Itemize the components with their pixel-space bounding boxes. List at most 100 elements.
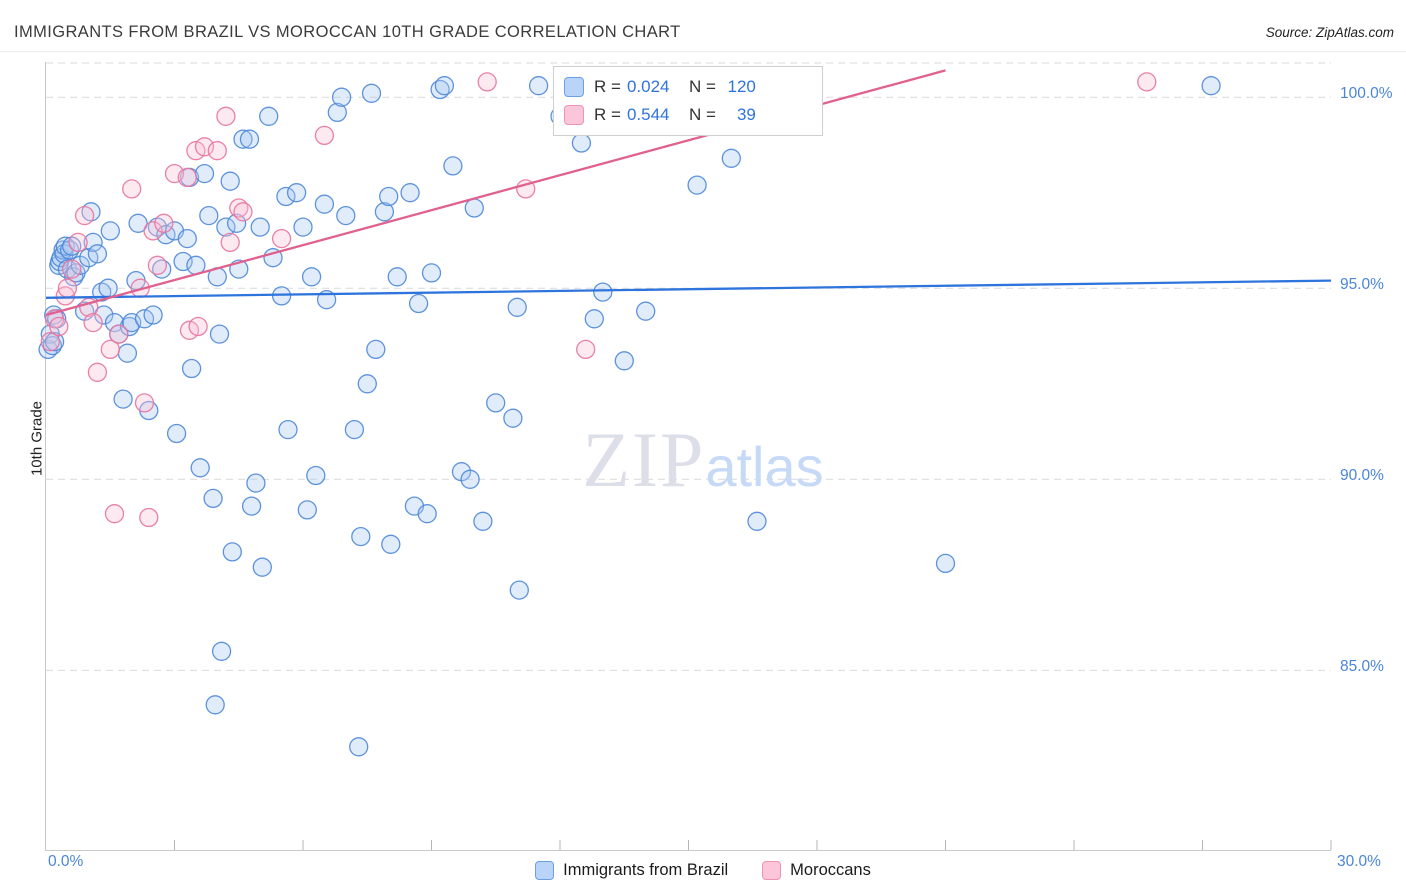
scatter-point-brazil	[222, 542, 242, 562]
n-label: N =	[688, 105, 716, 124]
scatter-point-brazil	[400, 183, 420, 203]
x-axis-max-label: 30.0%	[1337, 853, 1381, 870]
brazil-series-swatch	[564, 77, 584, 97]
scatter-point-brazil	[199, 205, 219, 226]
y-tick-label: 85.0%	[1340, 658, 1384, 676]
scatter-point-brazil	[250, 217, 270, 237]
scatter-point-moroccans	[207, 141, 227, 161]
scatter-point-brazil	[194, 163, 215, 184]
scatter-point-brazil	[177, 228, 197, 249]
scatter-point-brazil	[331, 87, 352, 107]
scatter-point-moroccans	[220, 232, 240, 253]
source-attribution: Source: ZipAtlas.com	[1265, 25, 1394, 40]
bottom-legend-item-moroccans[interactable]: Moroccans	[762, 860, 871, 880]
scatter-point-brazil	[226, 213, 247, 233]
scatter-point-brazil	[503, 408, 523, 428]
y-tick-label: 90.0%	[1340, 467, 1384, 485]
n-value-brazil: 120	[727, 77, 756, 96]
scatter-point-brazil	[349, 737, 369, 757]
y-axis-label: 10th Grade	[28, 400, 46, 477]
scatter-point-brazil	[166, 423, 187, 444]
scatter-point-moroccans	[139, 507, 159, 528]
scatter-point-brazil	[387, 267, 407, 287]
scatter-point-brazil	[252, 557, 272, 577]
scatter-point-brazil	[486, 393, 506, 413]
scatter-point-brazil	[381, 534, 401, 554]
scatter-point-brazil	[747, 511, 767, 531]
r-label: R =	[594, 77, 621, 96]
scatter-point-brazil	[117, 343, 138, 363]
plot-area	[38, 62, 1332, 851]
scatter-point-moroccans	[1137, 72, 1157, 92]
y-tick-label: 95.0%	[1340, 276, 1384, 294]
scatter-point-brazil	[614, 351, 634, 371]
scatter-point-moroccans	[122, 179, 142, 199]
scatter-point-brazil	[721, 148, 741, 168]
scatter-point-moroccans	[154, 213, 174, 233]
scatter-point-brazil	[293, 217, 313, 237]
scatter-point-moroccans	[109, 324, 129, 344]
scatter-point-brazil	[379, 186, 399, 207]
scatter-plot	[38, 62, 1332, 850]
scatter-point-moroccans	[477, 72, 497, 92]
scatter-point-brazil	[297, 500, 317, 520]
scatter-point-moroccans	[87, 362, 108, 382]
n-value-moroccans: 39	[736, 105, 756, 124]
scatter-point-brazil	[314, 194, 335, 214]
scatter-point-brazil	[203, 488, 223, 509]
scatter-point-brazil	[113, 389, 133, 409]
scatter-point-brazil	[104, 312, 125, 333]
scatter-point-brazil	[935, 553, 956, 574]
moroccans-legend-swatch	[762, 860, 782, 880]
scatter-point-brazil	[211, 641, 232, 661]
legend-row-moroccans: R = 0.544 N = 39	[564, 101, 812, 129]
scatter-point-moroccans	[177, 167, 197, 188]
scatter-point-moroccans	[271, 228, 292, 249]
scatter-point-brazil	[190, 458, 210, 478]
scatter-point-brazil	[276, 186, 296, 207]
scatter-point-moroccans	[134, 393, 155, 413]
scatter-point-brazil	[336, 205, 356, 226]
scatter-point-brazil	[173, 251, 193, 272]
scatter-point-moroccans	[164, 163, 185, 184]
scatter-point-brazil	[306, 465, 326, 486]
scatter-point-brazil	[374, 202, 395, 222]
scatter-point-brazil	[344, 419, 365, 440]
brazil-legend-swatch	[535, 860, 555, 880]
bottom-legend-item-brazil[interactable]: Immigrants from Brazil	[535, 860, 729, 880]
scatter-point-moroccans	[57, 278, 78, 298]
scatter-point-moroccans	[83, 312, 103, 333]
x-axis-min-label: 0.0%	[48, 853, 84, 870]
scatter-point-moroccans	[100, 339, 120, 360]
scatter-point-brazil	[366, 339, 386, 360]
scatter-point-brazil	[571, 133, 592, 153]
moroccans-legend-label: Moroccans	[790, 860, 871, 879]
scatter-point-brazil	[220, 171, 240, 191]
scatter-point-brazil	[584, 309, 604, 329]
scatter-point-brazil	[528, 76, 549, 96]
r-value-moroccans: 0.544	[626, 105, 670, 124]
scatter-point-moroccans	[49, 316, 69, 337]
scatter-point-brazil	[361, 83, 382, 103]
scatter-point-brazil	[209, 324, 230, 344]
scatter-point-brazil	[1201, 76, 1221, 96]
scatter-point-moroccans	[74, 205, 95, 226]
y-tick-label: 100.0%	[1340, 85, 1393, 103]
brazil-legend-label: Immigrants from Brazil	[563, 860, 729, 879]
header: IMMIGRANTS FROM BRAZIL VS MOROCCAN 10TH …	[0, 0, 1406, 52]
r-value-brazil: 0.024	[626, 77, 670, 96]
scatter-point-brazil	[509, 580, 529, 600]
scatter-point-brazil	[100, 221, 120, 241]
trend-line-brazil	[45, 279, 1332, 299]
scatter-point-brazil	[593, 282, 613, 302]
scatter-point-moroccans	[62, 259, 82, 279]
scatter-point-brazil	[122, 312, 142, 333]
scatter-point-brazil	[143, 305, 163, 325]
moroccans-series-swatch	[564, 105, 584, 125]
scatter-point-brazil	[464, 198, 484, 218]
scatter-point-brazil	[259, 106, 279, 126]
scatter-point-brazil	[636, 301, 656, 321]
scatter-point-brazil	[239, 129, 260, 149]
scatter-point-brazil	[434, 76, 455, 96]
